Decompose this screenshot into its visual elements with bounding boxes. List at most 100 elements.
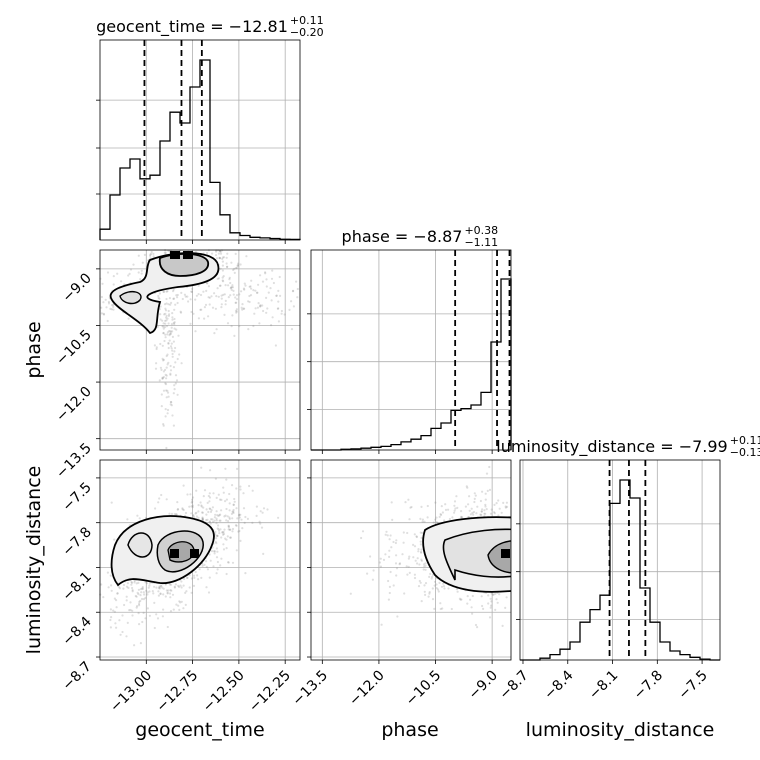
sample-point	[107, 302, 111, 305]
sample-point	[412, 543, 415, 547]
sample-point	[137, 588, 140, 591]
sample-point	[191, 498, 194, 501]
sample-point	[166, 592, 169, 595]
sample-point	[218, 529, 221, 532]
sample-point	[238, 516, 241, 519]
sample-point	[155, 346, 158, 349]
sample-point	[444, 503, 447, 506]
sample-point	[167, 395, 170, 398]
sample-point	[488, 465, 491, 469]
x-tick-label-phase: −13.5	[289, 668, 331, 710]
sample-point	[450, 607, 453, 611]
sample-point	[239, 485, 242, 488]
sample-point	[229, 294, 232, 297]
sample-point	[190, 310, 193, 314]
sample-point	[170, 326, 173, 329]
sample-point	[173, 585, 176, 588]
sample-point	[398, 562, 402, 565]
sample-point	[193, 576, 196, 580]
sample-point	[391, 518, 394, 522]
sample-point	[162, 327, 165, 330]
sample-point	[228, 509, 231, 512]
sample-point	[181, 297, 184, 301]
sample-point	[152, 255, 155, 258]
sample-point	[164, 382, 167, 385]
sample-point	[154, 507, 157, 510]
sample-point	[165, 366, 168, 369]
sample-point	[480, 513, 483, 517]
sample-point	[487, 594, 490, 597]
sample-point	[164, 595, 167, 598]
sample-point	[184, 591, 187, 595]
sample-point	[141, 586, 144, 589]
sample-point	[420, 559, 423, 562]
sample-point	[168, 583, 171, 586]
sample-point	[226, 252, 229, 255]
sample-point	[192, 514, 195, 517]
sample-point	[177, 584, 180, 587]
sample-point	[170, 512, 174, 516]
sample-point	[223, 528, 226, 531]
sample-point	[255, 514, 258, 518]
sample-point	[472, 513, 475, 516]
sample-point	[128, 609, 131, 612]
sample-point	[480, 595, 483, 598]
sample-point	[158, 292, 161, 295]
sample-point	[254, 307, 257, 310]
sample-point	[228, 276, 231, 279]
sample-point	[234, 296, 237, 299]
sample-point	[161, 319, 164, 322]
y-tick-label-luminosity_distance: −8.7	[59, 659, 94, 694]
sample-point	[222, 293, 225, 296]
sample-point	[166, 389, 169, 392]
sample-point	[205, 282, 208, 285]
sample-point	[259, 274, 262, 277]
sample-point	[152, 252, 155, 255]
sample-point	[148, 590, 151, 593]
sample-point	[123, 603, 126, 607]
sample-point	[143, 593, 146, 596]
sample-point	[125, 635, 128, 638]
sample-point	[279, 294, 282, 297]
sample-point	[169, 583, 173, 586]
sample-point	[235, 294, 239, 297]
sample-point	[489, 512, 493, 515]
sample-point	[222, 532, 226, 536]
sample-point	[372, 569, 375, 572]
sample-point	[444, 508, 448, 511]
sample-point	[418, 579, 421, 583]
sample-point	[138, 623, 141, 626]
sample-point	[192, 574, 196, 577]
sample-point	[417, 548, 420, 551]
sample-point	[112, 305, 115, 308]
sample-point	[428, 575, 431, 579]
sample-point	[253, 312, 256, 315]
sample-point	[427, 595, 430, 598]
sample-point	[164, 415, 167, 418]
sample-point	[208, 492, 211, 495]
sample-point	[172, 424, 175, 427]
sample-point	[228, 516, 231, 519]
sample-point	[107, 586, 110, 589]
sample-point	[421, 520, 424, 523]
sample-point	[408, 555, 411, 558]
sample-point	[162, 332, 165, 335]
sample-point	[221, 531, 224, 534]
sample-point	[244, 515, 247, 519]
sample-point	[112, 283, 115, 286]
sample-point	[220, 536, 223, 539]
sample-point	[458, 597, 461, 600]
sample-point	[149, 254, 152, 257]
hist-grid-luminosity_distance	[520, 460, 720, 660]
sample-point	[116, 272, 119, 275]
sample-point	[219, 519, 222, 522]
sample-point	[218, 532, 221, 535]
sample-point	[496, 601, 499, 604]
sample-point	[176, 296, 179, 299]
sample-point	[504, 606, 507, 610]
sample-point	[153, 344, 156, 347]
sample-point	[226, 265, 229, 268]
sample-point	[456, 590, 459, 593]
sample-point	[379, 565, 382, 568]
sample-point	[188, 586, 191, 589]
